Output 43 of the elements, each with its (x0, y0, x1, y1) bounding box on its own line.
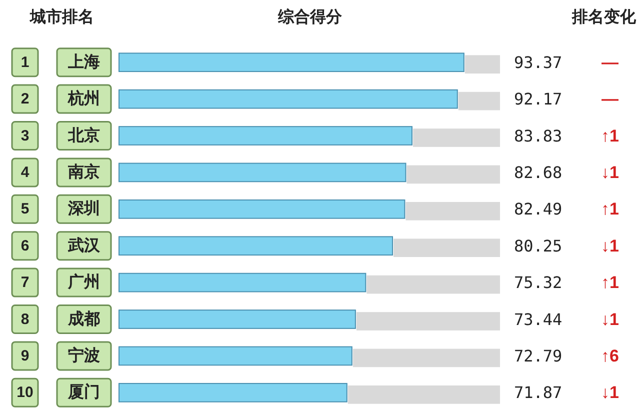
text: — (602, 52, 618, 72)
data-label: 82.68 (514, 162, 562, 182)
y-tick-label: 上海 (67, 52, 100, 71)
text: ↑1 (601, 200, 619, 219)
y-tick-label: 宁波 (68, 345, 100, 364)
x-axis-title: 综合得分 (277, 8, 343, 26)
text: ↑1 (601, 273, 619, 292)
data-label: 75.32 (514, 273, 562, 292)
y-axis-title: 城市排名 (29, 8, 94, 26)
y-tick-label: 杭州 (67, 90, 100, 108)
text: 10 (16, 384, 34, 402)
text: 6 (20, 237, 30, 254)
data-label: 73.44 (514, 310, 562, 329)
data-label: 80.25 (514, 236, 562, 256)
data-label: 93.37 (514, 52, 562, 72)
y-tick-label: 广州 (67, 273, 100, 292)
text: 1 (20, 54, 30, 71)
data-label: 83.83 (514, 126, 562, 146)
text: ↑6 (601, 346, 619, 366)
text: 3 (20, 127, 30, 144)
data-label: 72.79 (514, 346, 562, 366)
data-label: 92.17 (514, 90, 562, 109)
y-tick-label: 厦门 (67, 382, 100, 402)
text: ↑1 (601, 126, 619, 146)
y-tick-label: 深圳 (67, 200, 100, 218)
text: ↓1 (601, 310, 619, 329)
data-label: 71.87 (514, 383, 562, 402)
text: 8 (20, 310, 30, 328)
y-tick-label: 南京 (67, 162, 100, 181)
text: 2 (20, 90, 30, 108)
data-label: 82.49 (514, 200, 562, 219)
text: 5 (20, 200, 30, 218)
text: ↓1 (601, 383, 619, 402)
text: 4 (20, 164, 30, 181)
y-tick-label: 武汉 (67, 236, 101, 254)
text: — (602, 90, 618, 109)
text: 7 (20, 274, 30, 292)
text: ↓1 (601, 162, 619, 182)
text: ↓1 (601, 236, 619, 256)
text: 排名变化 (571, 8, 637, 26)
text: 9 (20, 347, 30, 364)
y-tick-label: 北京 (67, 126, 100, 144)
y-tick-label: 成都 (67, 310, 100, 328)
